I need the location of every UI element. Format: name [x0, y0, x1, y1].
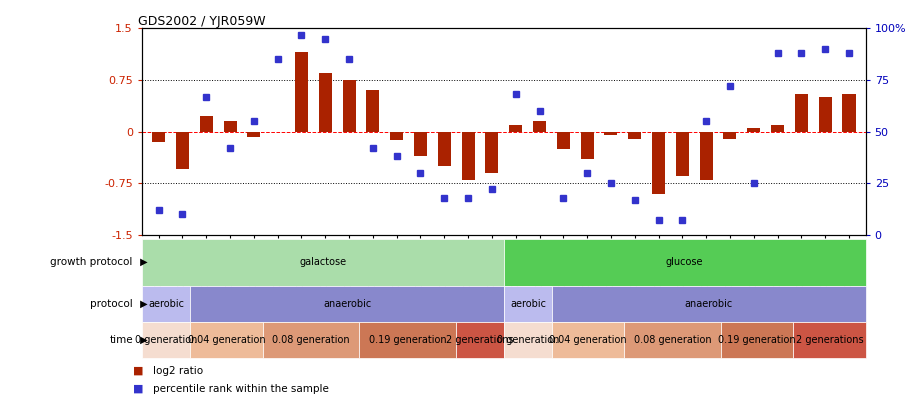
Bar [438, 132, 451, 166]
Text: ■: ■ [133, 366, 143, 375]
Bar [176, 132, 189, 169]
Bar [581, 132, 594, 159]
Bar [795, 94, 808, 132]
Text: anaerobic: anaerobic [322, 299, 371, 309]
Bar [721, 322, 793, 358]
Bar [224, 122, 236, 132]
Text: ▶: ▶ [137, 335, 148, 345]
Bar [390, 132, 403, 140]
Text: protocol: protocol [90, 299, 133, 309]
Bar [700, 132, 713, 180]
Bar [152, 132, 165, 142]
Bar [504, 239, 866, 286]
Bar [504, 322, 552, 358]
Bar [504, 286, 552, 322]
Bar [200, 117, 213, 132]
Bar [552, 322, 625, 358]
Text: 0.19 generation: 0.19 generation [718, 335, 796, 345]
Text: glucose: glucose [666, 257, 703, 267]
Bar [295, 52, 308, 132]
Text: 0 generation: 0 generation [496, 335, 559, 345]
Bar [557, 132, 570, 149]
Text: aerobic: aerobic [148, 299, 184, 309]
Text: 0.08 generation: 0.08 generation [272, 335, 350, 345]
Text: 0.04 generation: 0.04 generation [188, 335, 266, 345]
Text: ■: ■ [133, 384, 143, 394]
Text: growth protocol: growth protocol [50, 257, 133, 267]
Bar [628, 132, 641, 139]
Bar [771, 125, 784, 132]
Bar [793, 322, 866, 358]
Text: 2 generations: 2 generations [796, 335, 863, 345]
Text: GDS2002 / YJR059W: GDS2002 / YJR059W [138, 15, 266, 28]
Bar [625, 322, 721, 358]
Bar [359, 322, 455, 358]
Bar [652, 132, 665, 194]
Bar [191, 286, 504, 322]
Text: aerobic: aerobic [510, 299, 546, 309]
Text: 0 generation: 0 generation [135, 335, 197, 345]
Bar [191, 322, 263, 358]
Text: 0.08 generation: 0.08 generation [634, 335, 712, 345]
Text: galactose: galactose [300, 257, 346, 267]
Bar [455, 322, 504, 358]
Bar [142, 239, 504, 286]
Bar [263, 322, 359, 358]
Text: log2 ratio: log2 ratio [153, 366, 203, 375]
Bar [343, 80, 355, 132]
Text: 2 generations: 2 generations [446, 335, 514, 345]
Bar [552, 286, 866, 322]
Bar [724, 132, 736, 139]
Bar [509, 125, 522, 132]
Bar [533, 122, 546, 132]
Bar [319, 73, 332, 132]
Text: time: time [109, 335, 133, 345]
Bar [366, 90, 379, 132]
Bar [747, 128, 760, 132]
Text: percentile rank within the sample: percentile rank within the sample [153, 384, 329, 394]
Bar [485, 132, 498, 173]
Bar [414, 132, 427, 156]
Bar [247, 132, 260, 137]
Bar [462, 132, 474, 180]
Text: 0.19 generation: 0.19 generation [368, 335, 446, 345]
Text: ▶: ▶ [137, 257, 148, 267]
Text: 0.04 generation: 0.04 generation [550, 335, 627, 345]
Bar [819, 97, 832, 132]
Bar [142, 322, 191, 358]
Bar [843, 94, 856, 132]
Bar [605, 132, 617, 135]
Text: anaerobic: anaerobic [684, 299, 733, 309]
Bar [676, 132, 689, 177]
Bar [142, 286, 191, 322]
Text: ▶: ▶ [137, 299, 148, 309]
